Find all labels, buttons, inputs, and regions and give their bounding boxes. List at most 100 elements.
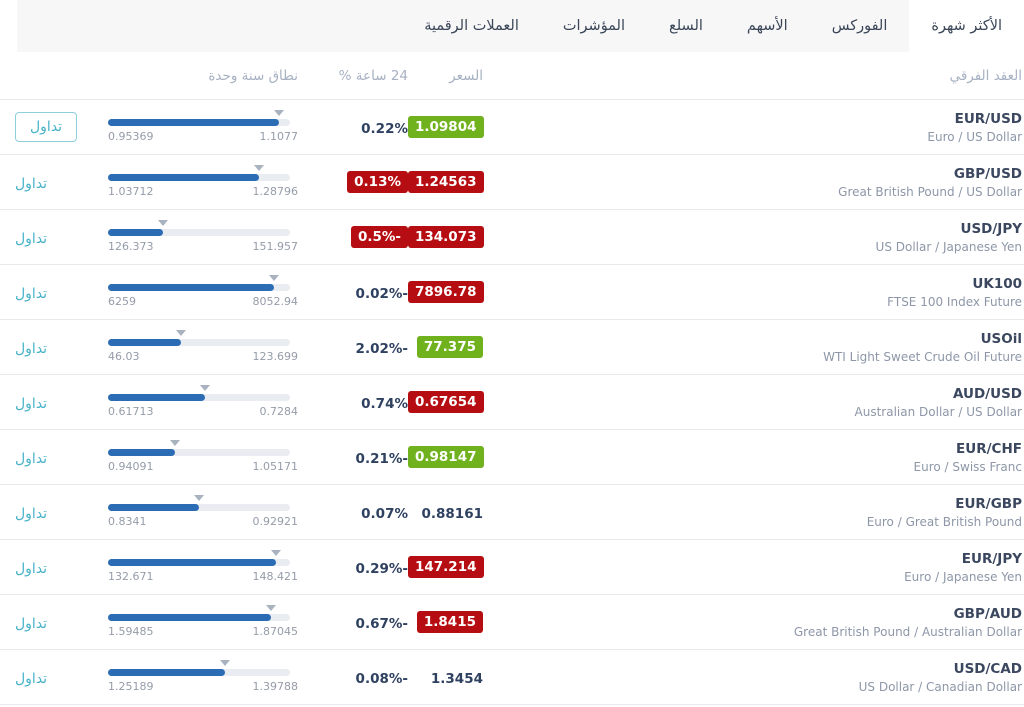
range-min-value: 1.03712 bbox=[108, 184, 154, 198]
price-position-marker-icon bbox=[157, 219, 168, 226]
change-cell: 0.29%- bbox=[298, 558, 408, 577]
year-range-cell: 6259 8052.94 bbox=[100, 274, 299, 308]
range-max-value: 1.39788 bbox=[252, 679, 299, 693]
trade-button[interactable]: تداول bbox=[15, 450, 48, 467]
year-range-cell: 0.61713 0.7284 bbox=[100, 384, 298, 418]
range-min-value: 0.94091 bbox=[108, 459, 154, 473]
instrument-cell: UK100 FTSE 100 Index Future bbox=[493, 276, 1024, 309]
trade-button[interactable]: تداول bbox=[15, 112, 78, 142]
trade-button[interactable]: تداول bbox=[15, 505, 48, 522]
price-value: 134.073 bbox=[408, 226, 484, 248]
instrument-row: تداول 0.94091 1.05171 0.21%- 0.98147 EUR… bbox=[0, 430, 1024, 485]
price-position-marker-icon bbox=[219, 659, 230, 666]
price-value: 0.67654 bbox=[408, 391, 484, 413]
year-range-cell: 126.373 151.957 bbox=[100, 219, 299, 253]
year-range-track bbox=[108, 164, 290, 181]
price-position-marker-icon bbox=[273, 109, 284, 116]
instrument-table: تداول 0.95369 1.1077 0.22% 1.09804 EUR/U… bbox=[0, 100, 1024, 705]
year-range-labels: 0.61713 0.7284 bbox=[108, 405, 298, 418]
trade-button[interactable]: تداول bbox=[15, 230, 48, 247]
instrument-full-name: Euro / Great British Pound bbox=[866, 514, 1022, 529]
change-cell: 0.02%- bbox=[298, 283, 408, 302]
price-cell: 7896.78 bbox=[408, 281, 493, 303]
trade-button[interactable]: تداول bbox=[15, 615, 48, 632]
instrument-symbol: EUR/JPY bbox=[961, 550, 1022, 567]
trade-cell: تداول bbox=[0, 283, 100, 302]
range-min-value: 132.671 bbox=[108, 569, 154, 583]
instrument-row: تداول 1.03712 1.28796 0.13% 1.24563 GBP/… bbox=[0, 155, 1024, 210]
year-range-fill bbox=[108, 668, 225, 676]
price-position-marker-icon bbox=[271, 549, 282, 556]
trade-cell: تداول bbox=[0, 112, 100, 142]
tab-most-popular[interactable]: الأكثر شهرة bbox=[909, 0, 1024, 52]
year-range-labels: 132.671 148.421 bbox=[108, 570, 298, 583]
range-min-value: 0.61713 bbox=[108, 404, 154, 418]
year-range-cell: 46.03 123.699 bbox=[100, 329, 298, 363]
range-max-value: 8052.94 bbox=[252, 294, 299, 308]
price-value: 1.24563 bbox=[408, 171, 484, 193]
price-value: 7896.78 bbox=[408, 281, 484, 303]
instrument-symbol: EUR/GBP bbox=[955, 495, 1022, 512]
instrument-symbol: USD/JPY bbox=[960, 220, 1022, 237]
price-cell: 134.073 bbox=[408, 226, 493, 248]
change-cell: 0.08%- bbox=[298, 668, 408, 687]
price-cell: 1.3454 bbox=[408, 668, 493, 687]
trade-button[interactable]: تداول bbox=[15, 670, 48, 687]
range-min-value: 1.59485 bbox=[108, 624, 154, 638]
year-range-fill bbox=[108, 503, 199, 511]
tab-forex[interactable]: الفوركس bbox=[831, 18, 888, 34]
range-max-value: 1.28796 bbox=[252, 184, 299, 198]
year-range-track bbox=[108, 109, 290, 126]
instrument-cell: USD/JPY US Dollar / Japanese Yen bbox=[493, 221, 1024, 254]
range-min-value: 6259 bbox=[108, 294, 136, 308]
trade-button[interactable]: تداول bbox=[15, 285, 48, 302]
year-range-track bbox=[108, 549, 290, 566]
year-range-fill bbox=[108, 173, 260, 181]
column-instrument: العقد الفرقي bbox=[949, 67, 1022, 84]
range-max-value: 1.1077 bbox=[259, 129, 299, 143]
change-cell: 0.21%- bbox=[298, 448, 408, 467]
year-range-fill bbox=[108, 283, 275, 291]
price-cell: 77.375 bbox=[408, 336, 493, 358]
year-range-track bbox=[108, 219, 290, 236]
instrument-row: تداول 0.61713 0.7284 0.74% 0.67654 AUD/U… bbox=[0, 375, 1024, 430]
range-max-value: 123.699 bbox=[252, 349, 299, 363]
price-value: 147.214 bbox=[408, 556, 484, 578]
trade-button[interactable]: تداول bbox=[15, 560, 48, 577]
tab-crypto[interactable]: العملات الرقمية bbox=[424, 18, 519, 34]
instrument-symbol: UK100 bbox=[972, 275, 1022, 292]
trade-cell: تداول bbox=[0, 228, 100, 247]
instrument-row: تداول 0.8341 0.92921 0.07% 0.88161 EUR/G… bbox=[0, 485, 1024, 540]
change-cell: 0.07% bbox=[298, 503, 408, 522]
year-range-labels: 0.95369 1.1077 bbox=[108, 130, 298, 143]
price-position-marker-icon bbox=[176, 329, 187, 336]
trade-button[interactable]: تداول bbox=[15, 340, 48, 357]
year-range-labels: 1.59485 1.87045 bbox=[108, 625, 298, 638]
trade-button[interactable]: تداول bbox=[15, 395, 48, 412]
instrument-cell: USD/CAD US Dollar / Canadian Dollar bbox=[493, 661, 1024, 694]
change-cell: 0.5%- bbox=[298, 226, 408, 248]
tab-indices[interactable]: المؤشرات bbox=[562, 18, 626, 34]
range-max-value: 151.957 bbox=[252, 239, 299, 253]
instrument-cell: EUR/CHF Euro / Swiss Franc bbox=[493, 441, 1024, 474]
year-range-fill bbox=[108, 558, 277, 566]
year-range-cell: 1.59485 1.87045 bbox=[100, 604, 298, 638]
year-range-fill bbox=[108, 393, 206, 401]
instrument-symbol: USD/CAD bbox=[953, 660, 1022, 677]
instrument-row: تداول 0.95369 1.1077 0.22% 1.09804 EUR/U… bbox=[0, 100, 1024, 155]
price-position-marker-icon bbox=[265, 604, 276, 611]
trade-cell: تداول bbox=[0, 668, 100, 687]
instrument-cell: AUD/USD Australian Dollar / US Dollar bbox=[493, 386, 1024, 419]
instrument-symbol: USOil bbox=[980, 330, 1022, 347]
price-cell: 0.88161 bbox=[408, 503, 493, 522]
change-24h-value: 0.08%- bbox=[355, 670, 408, 687]
year-range-labels: 46.03 123.699 bbox=[108, 350, 298, 363]
price-cell: 0.67654 bbox=[408, 391, 493, 413]
price-cell: 1.8415 bbox=[408, 611, 493, 633]
year-range-labels: 0.94091 1.05171 bbox=[108, 460, 298, 473]
instrument-full-name: US Dollar / Canadian Dollar bbox=[858, 679, 1022, 694]
price-position-marker-icon bbox=[169, 439, 180, 446]
tab-stocks[interactable]: الأسهم bbox=[746, 18, 788, 34]
trade-button[interactable]: تداول bbox=[15, 175, 48, 192]
tab-commodities[interactable]: السلع bbox=[669, 18, 703, 34]
